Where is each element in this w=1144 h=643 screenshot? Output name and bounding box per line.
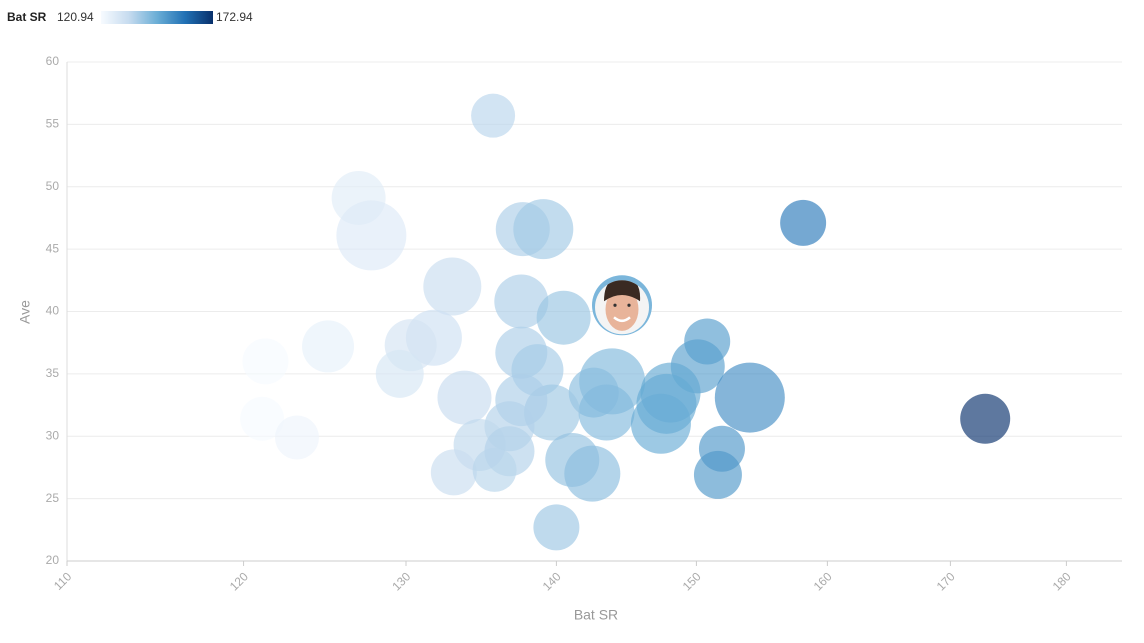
x-tick-label: 160 [811,569,835,593]
x-tick-label: 180 [1050,569,1074,593]
x-tick-label: 150 [680,569,704,593]
legend-min: 120.94 [57,10,94,24]
eye [613,303,617,307]
x-tick-label: 110 [51,569,75,593]
bubble [693,450,742,499]
eye [627,303,631,307]
x-tick-label: 130 [389,569,413,593]
bubble [494,274,549,329]
y-tick-label: 60 [46,54,60,68]
bubble [533,504,580,551]
bubble [274,415,319,460]
y-axis-title: Ave [17,300,33,324]
face [605,287,639,331]
bubble [536,290,591,345]
legend-gradient [101,11,213,24]
y-tick-label: 45 [46,241,60,255]
bubble [302,320,355,373]
bubble [242,338,289,385]
x-tick-label: 120 [227,569,251,593]
bubble [780,199,827,246]
bubble [472,447,517,492]
bubble [960,393,1011,444]
bubble [423,257,482,316]
bubble [471,93,516,138]
x-tick-label: 170 [934,569,958,593]
legend-title: Bat SR [7,10,47,24]
smile [613,316,631,323]
bubble [240,396,285,441]
bubble [630,393,691,454]
bubble [430,449,477,496]
hair [604,280,641,302]
y-tick-label: 30 [46,428,60,442]
bubble [336,200,407,271]
x-axis-title: Bat SR [574,607,618,623]
y-tick-label: 35 [46,366,60,380]
y-tick-label: 20 [46,553,60,567]
y-tick-label: 25 [46,491,60,505]
player-photo [595,280,650,335]
y-tick-label: 55 [46,117,60,131]
x-tick-label: 140 [540,569,564,593]
legend-max: 172.94 [216,10,253,24]
bubble [564,445,621,502]
y-tick-label: 40 [46,304,60,318]
bubble [578,384,635,441]
bubble [375,349,424,398]
bubble [714,362,785,433]
bubble [513,199,574,260]
bubble [437,370,492,425]
y-tick-label: 50 [46,179,60,193]
